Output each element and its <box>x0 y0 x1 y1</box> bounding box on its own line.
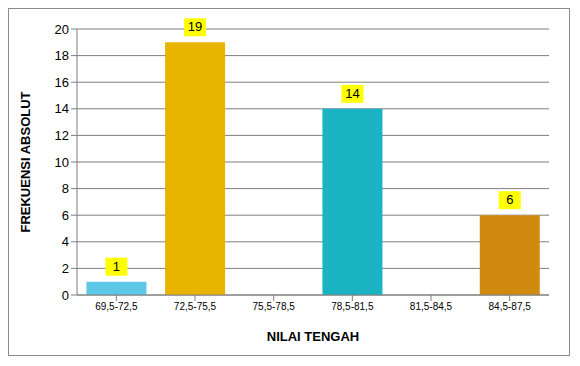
svg-text:78,5-81,5: 78,5-81,5 <box>331 301 374 312</box>
svg-text:NILAI TENGAH: NILAI TENGAH <box>267 329 359 344</box>
svg-text:75,5-78,5: 75,5-78,5 <box>253 301 296 312</box>
svg-text:84,5-87,5: 84,5-87,5 <box>489 301 532 312</box>
svg-text:4: 4 <box>62 234 69 249</box>
svg-text:0: 0 <box>62 288 69 303</box>
svg-text:20: 20 <box>55 22 69 37</box>
svg-text:72,5-75,5: 72,5-75,5 <box>174 301 217 312</box>
svg-text:1: 1 <box>113 259 120 274</box>
svg-text:14: 14 <box>55 101 69 116</box>
svg-text:6: 6 <box>62 208 69 223</box>
svg-text:19: 19 <box>188 19 202 34</box>
svg-text:2: 2 <box>62 261 69 276</box>
svg-text:10: 10 <box>55 155 69 170</box>
svg-text:12: 12 <box>55 128 69 143</box>
svg-text:8: 8 <box>62 181 69 196</box>
svg-text:81,5-84,5: 81,5-84,5 <box>410 301 453 312</box>
svg-text:18: 18 <box>55 48 69 63</box>
svg-text:6: 6 <box>506 192 513 207</box>
svg-text:14: 14 <box>345 86 359 101</box>
svg-text:FREKUENSI ABSOLUT: FREKUENSI ABSOLUT <box>18 91 33 232</box>
svg-text:69,5-72,5: 69,5-72,5 <box>95 301 138 312</box>
svg-text:16: 16 <box>55 75 69 90</box>
